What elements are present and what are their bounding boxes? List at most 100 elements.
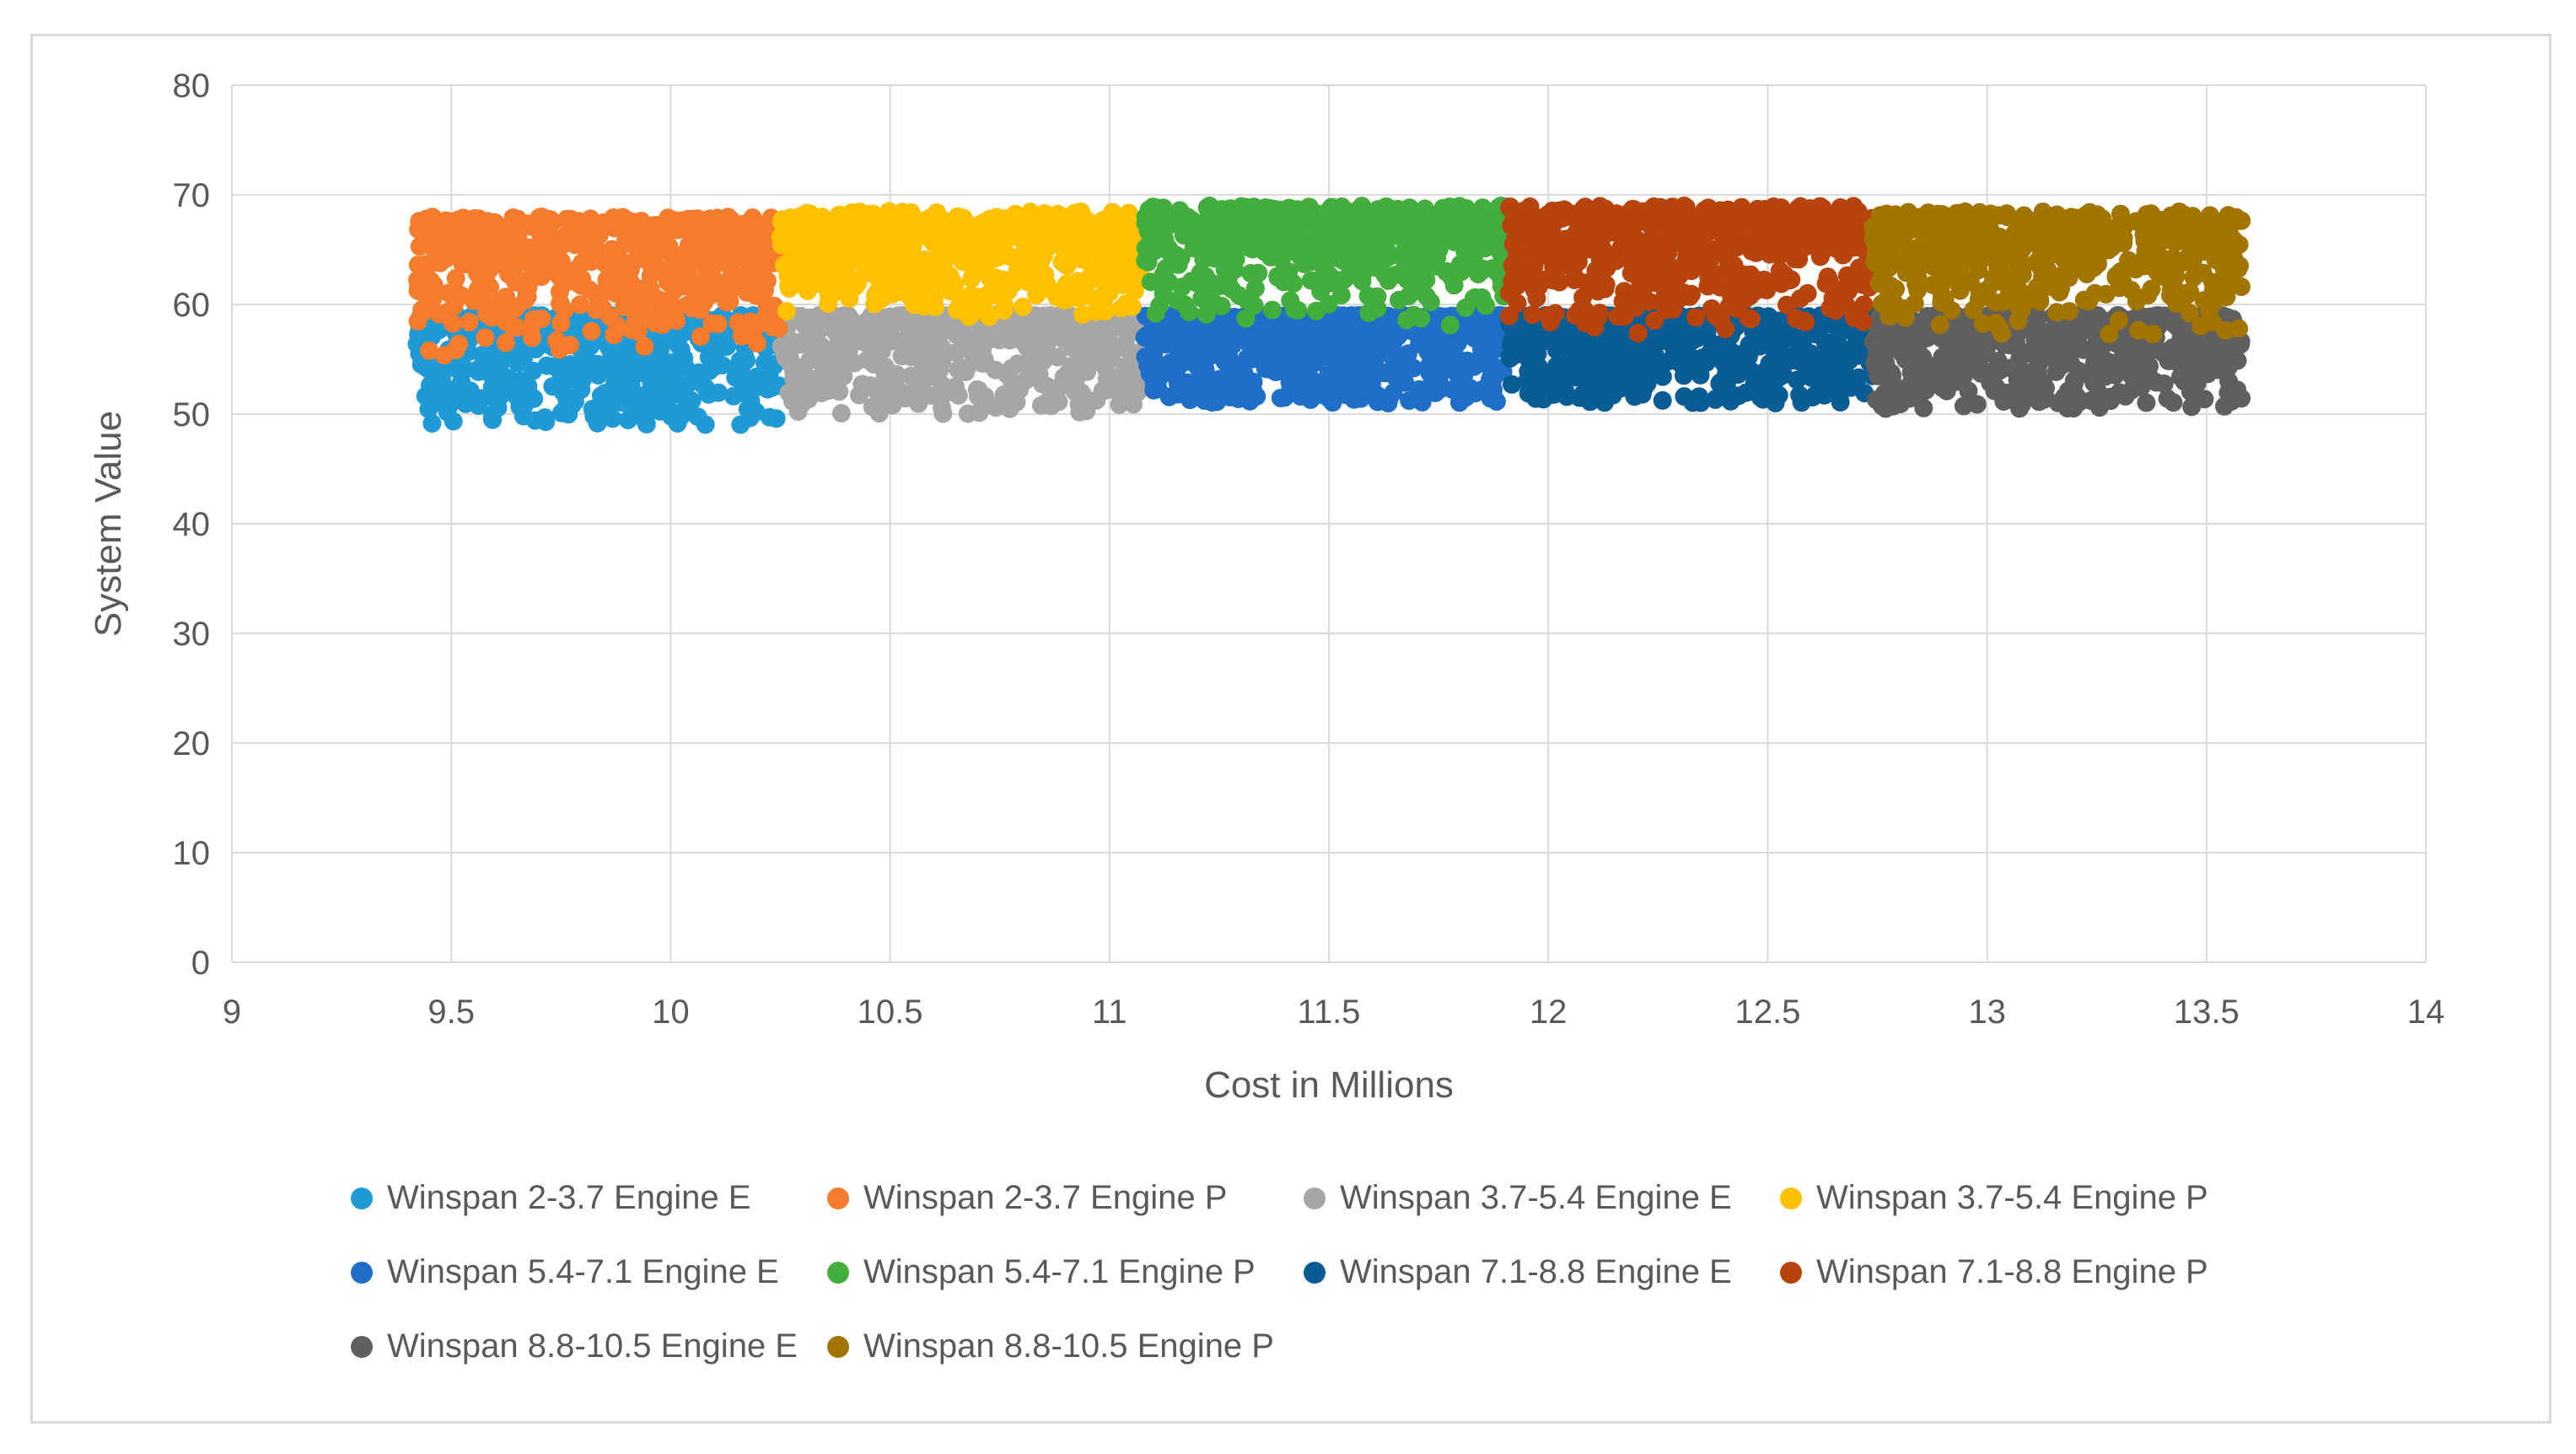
data-point (1370, 229, 1390, 248)
data-point (1384, 383, 1403, 402)
data-point (819, 285, 838, 304)
data-point (979, 229, 998, 249)
data-point (1338, 355, 1358, 374)
data-point (543, 377, 562, 396)
data-point (1480, 371, 1499, 390)
data-point (550, 354, 569, 374)
data-point (1633, 202, 1653, 221)
data-point (1440, 315, 1460, 335)
data-point (664, 328, 683, 347)
data-point (760, 407, 779, 427)
data-point (1263, 300, 1282, 320)
data-point (1359, 303, 1379, 322)
data-point (446, 269, 465, 288)
data-point (995, 243, 1014, 261)
data-point (1575, 205, 1595, 224)
data-point (804, 380, 823, 399)
data-point (1523, 305, 1542, 324)
data-point (776, 348, 795, 368)
data-point (1243, 349, 1262, 369)
series-9 (1863, 202, 2251, 343)
data-point (1722, 287, 1741, 306)
data-point (1520, 202, 1540, 221)
data-point (668, 220, 687, 240)
data-point (754, 280, 773, 299)
data-point (1148, 198, 1168, 218)
data-point (435, 230, 454, 250)
data-point (487, 215, 507, 234)
data-point (1775, 346, 1794, 365)
series-1 (408, 207, 788, 365)
data-point (1621, 252, 1641, 271)
data-point (1509, 328, 1529, 347)
data-point (424, 322, 444, 341)
data-point (814, 261, 833, 280)
data-point (2008, 277, 2027, 295)
data-point (944, 321, 964, 341)
data-point (804, 208, 823, 227)
data-point (422, 414, 442, 433)
data-point (912, 256, 932, 276)
data-point (777, 302, 796, 320)
data-point (1440, 208, 1460, 228)
data-point (2195, 356, 2214, 375)
data-point (688, 407, 707, 427)
data-point (417, 209, 436, 229)
data-point (1541, 234, 1561, 253)
data-point (2002, 388, 2021, 407)
data-point (1232, 369, 1251, 387)
data-point (718, 207, 738, 227)
data-point (867, 325, 886, 344)
data-point (906, 347, 924, 366)
data-point (1785, 250, 1804, 269)
data-point (561, 336, 579, 355)
data-point (811, 308, 831, 327)
data-point (1614, 347, 1633, 366)
data-point (503, 208, 523, 227)
data-point (1743, 213, 1762, 232)
data-point (1628, 324, 1648, 342)
data-point (1186, 223, 1206, 243)
data-point (881, 213, 901, 232)
data-point (1557, 367, 1576, 386)
data-point (572, 353, 591, 373)
data-point (1223, 322, 1243, 342)
data-point (1023, 337, 1042, 357)
data-point (1147, 237, 1165, 256)
series-3 (771, 202, 1153, 326)
data-point (1367, 204, 1385, 223)
data-point (677, 295, 696, 315)
data-point (777, 335, 796, 353)
data-point (858, 240, 877, 260)
data-point (550, 283, 569, 302)
data-point (623, 213, 643, 231)
data-point (1832, 202, 1852, 222)
data-point (499, 265, 518, 283)
data-point (1136, 347, 1155, 367)
data-point (812, 353, 831, 373)
data-point (621, 398, 641, 417)
series-2 (772, 306, 1154, 423)
data-point (2154, 374, 2174, 393)
data-point (1197, 234, 1217, 254)
data-point (846, 277, 865, 296)
data-point (1767, 241, 1786, 261)
data-point (1747, 241, 1766, 261)
data-point (1917, 328, 1937, 347)
data-point (707, 352, 727, 371)
data-point (677, 376, 696, 396)
data-point (452, 372, 471, 391)
data-point (772, 235, 791, 255)
data-point (570, 295, 589, 315)
data-point (2074, 290, 2094, 310)
data-point (1834, 364, 1853, 384)
data-point (1796, 216, 1815, 235)
data-point (513, 371, 532, 390)
data-point (1720, 345, 1740, 364)
data-point (1274, 329, 1293, 348)
data-point (483, 405, 502, 424)
data-point (981, 268, 1000, 288)
data-point (691, 327, 710, 346)
data-point (1010, 325, 1030, 344)
data-point (1722, 256, 1740, 276)
